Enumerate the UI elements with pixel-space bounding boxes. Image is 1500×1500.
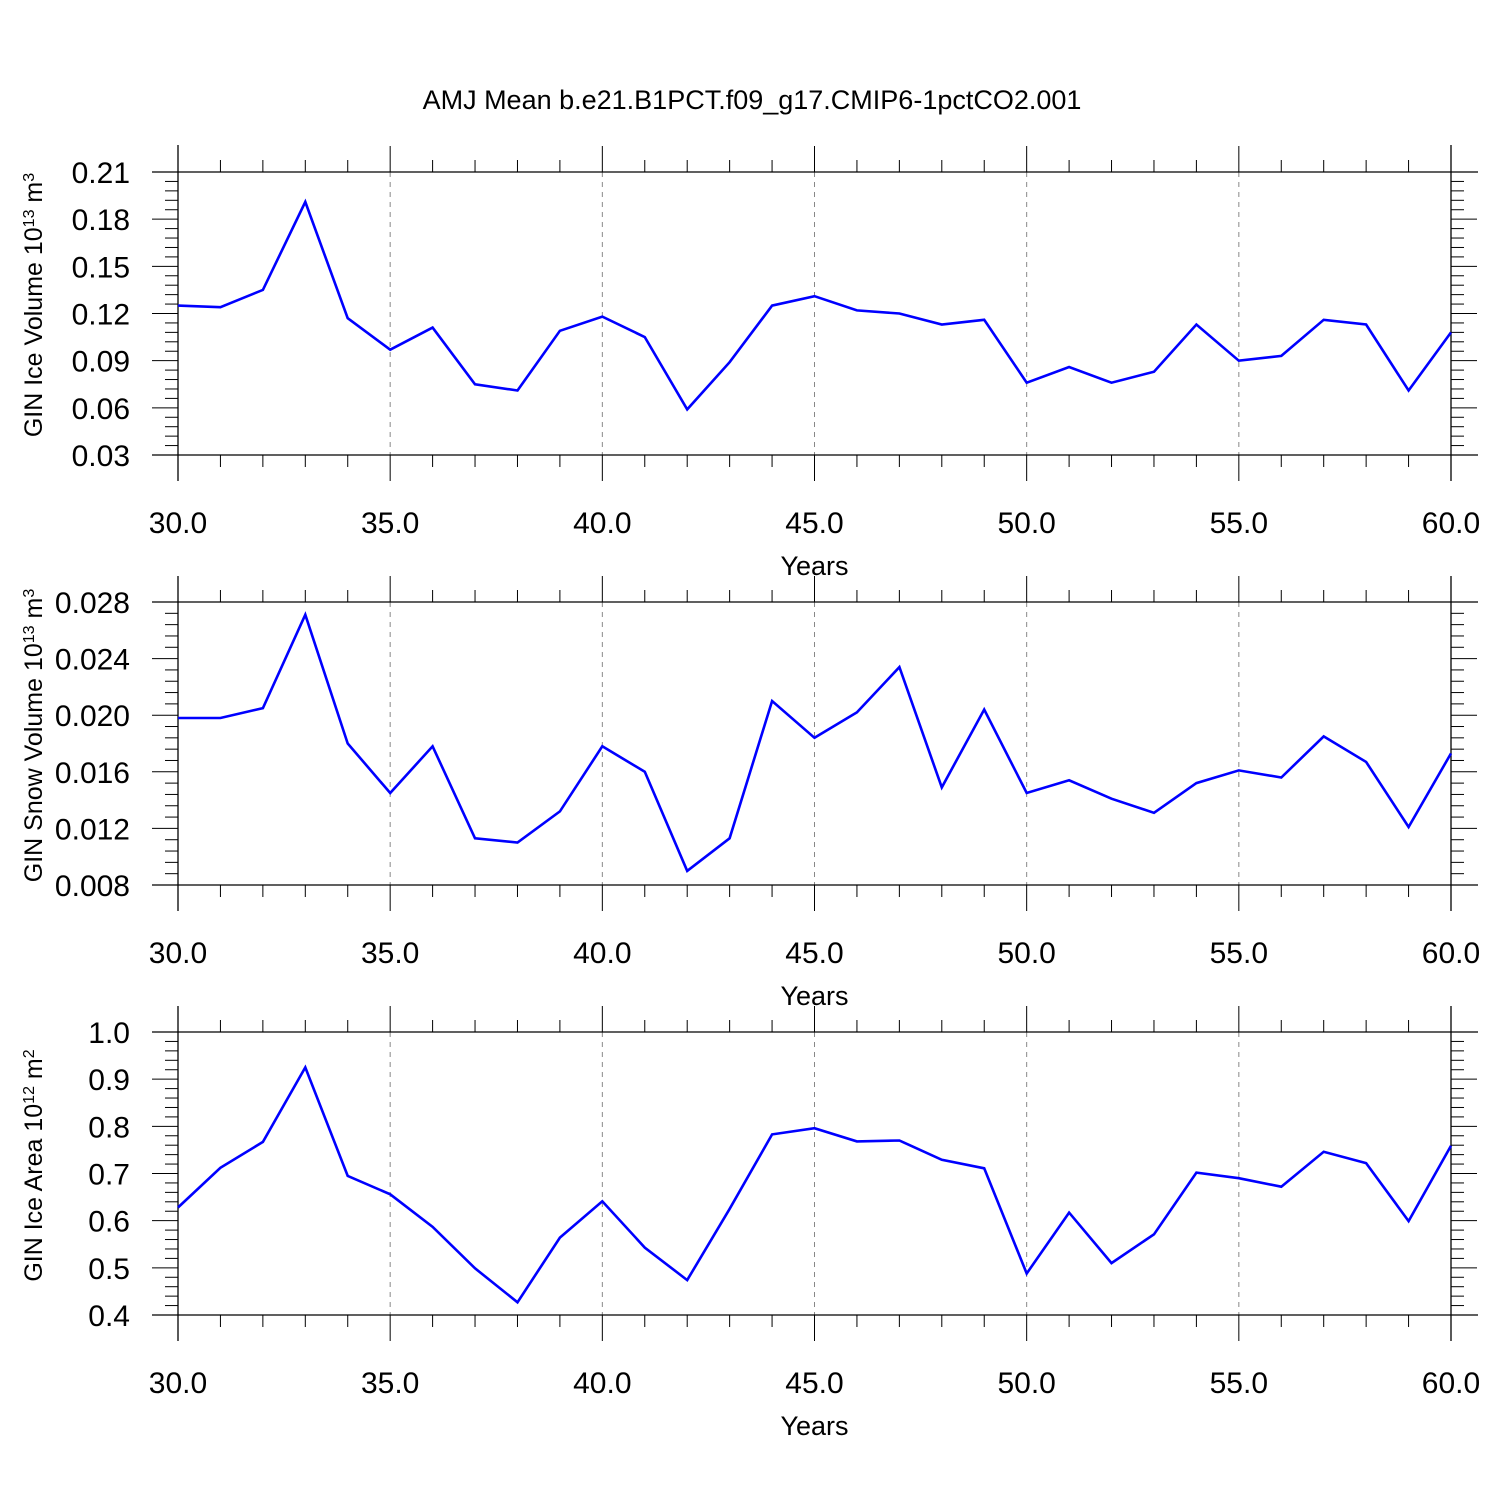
y-tick-label: 0.15 [72, 251, 130, 284]
x-axis-label: Years [780, 1411, 848, 1441]
x-tick-label: 45.0 [785, 937, 843, 970]
y-tick-label: 0.03 [72, 440, 130, 473]
x-tick-label: 40.0 [573, 937, 631, 970]
x-tick-label: 35.0 [361, 937, 419, 970]
series-line [177, 198, 1453, 412]
y-tick-label: 0.06 [72, 393, 130, 426]
y-tick-label: 0.5 [88, 1253, 130, 1286]
y-tick-label: 0.020 [55, 700, 130, 733]
x-tick-label: 50.0 [997, 1367, 1055, 1400]
y-tick-label: 0.12 [72, 299, 130, 332]
x-tick-label: 35.0 [361, 1367, 419, 1400]
y-tick-label: 0.012 [55, 813, 130, 846]
x-tick-label: 45.0 [785, 507, 843, 540]
x-tick-label: 50.0 [997, 937, 1055, 970]
x-tick-label: 60.0 [1422, 937, 1480, 970]
x-tick-label: 50.0 [997, 507, 1055, 540]
y-tick-label: 0.7 [88, 1159, 130, 1192]
y-axis-label: GIN Ice Volume 1013 m3 [20, 173, 48, 437]
series-line [177, 1064, 1453, 1305]
x-tick-label: 30.0 [149, 1367, 207, 1400]
x-tick-label: 55.0 [1210, 1367, 1268, 1400]
y-tick-label: 0.016 [55, 757, 130, 790]
x-tick-label: 55.0 [1210, 937, 1268, 970]
chart-panels: 0.03 0.06 0.09 0.12 0.15 0.18 0.21 30.0 35.0 40.0… [20, 145, 1480, 1441]
y-tick-label: 1.0 [88, 1017, 130, 1050]
y-tick-label: 0.21 [72, 157, 130, 190]
x-tick-label: 40.0 [573, 507, 631, 540]
y-axis-label: GIN Ice Area 1012 m2 [20, 1049, 48, 1281]
x-tick-label: 60.0 [1422, 507, 1480, 540]
x-tick-label: 45.0 [785, 1367, 843, 1400]
y-tick-label: 0.8 [88, 1111, 130, 1144]
x-tick-label: 30.0 [149, 937, 207, 970]
y-tick-label: 0.9 [88, 1064, 130, 1097]
chart-panel-3: 0.4 0.5 0.6 0.7 0.8 0.9 1.0 30.0 35.0 40.0 45.0 50.… [20, 1006, 1480, 1441]
chart-panel-2: 0.008 0.012 0.016 0.020 0.024 0.028 30.0 35.0 40… [20, 576, 1480, 1011]
x-tick-label: 55.0 [1210, 507, 1268, 540]
chart-panel-1: 0.03 0.06 0.09 0.12 0.15 0.18 0.21 30.0 35.0 40.0… [20, 145, 1480, 581]
y-tick-label: 0.008 [55, 870, 130, 903]
y-tick-label: 0.09 [72, 346, 130, 379]
y-tick-label: 0.18 [72, 204, 130, 237]
x-tick-label: 40.0 [573, 1367, 631, 1400]
y-tick-label: 0.4 [88, 1300, 130, 1333]
y-axis-label: GIN Snow Volume 1013 m3 [20, 589, 48, 883]
x-tick-label: 30.0 [149, 507, 207, 540]
x-tick-label: 35.0 [361, 507, 419, 540]
y-tick-label: 0.028 [55, 587, 130, 620]
y-tick-label: 0.024 [55, 644, 130, 677]
chart-title: AMJ Mean b.e21.B1PCT.f09_g17.CMIP6-1pctC… [423, 85, 1082, 115]
y-tick-label: 0.6 [88, 1206, 130, 1239]
series-line [178, 611, 1453, 873]
x-tick-label: 60.0 [1422, 1367, 1480, 1400]
